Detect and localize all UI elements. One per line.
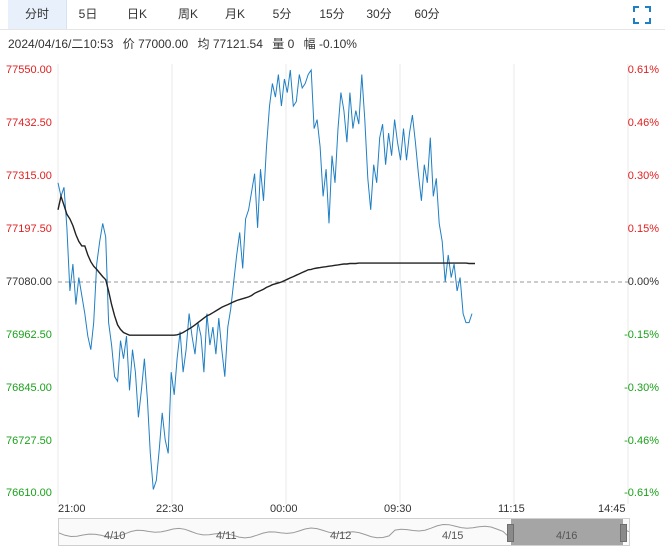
y-left-tick-label: 76727.50	[6, 435, 52, 447]
quote-price: 价 77000.00	[122, 37, 189, 51]
tab-3[interactable]: 日K	[126, 7, 147, 21]
y-right-tick-label: 0.15%	[627, 223, 659, 235]
navigator-date-label: 4/12	[330, 530, 352, 542]
x-tick-label: 22:30	[156, 503, 184, 515]
quote-volume: 量 0	[272, 37, 295, 51]
quote-change: 幅 -0.10%	[303, 37, 357, 51]
tab-1[interactable]: 分时	[8, 0, 67, 29]
y-left-tick-label: 77197.50	[6, 223, 52, 235]
tab-2[interactable]: 5日	[78, 7, 98, 21]
y-right-tick-label: 0.00%	[627, 276, 659, 288]
x-tick-label: 00:00	[270, 503, 298, 515]
period-tab-bar: 分时 5日 日K 周K 月K 5分 15分 30分 60分	[0, 0, 665, 30]
x-tick-label: 14:45	[598, 503, 626, 515]
tab-9[interactable]: 60分	[414, 7, 440, 21]
x-tick-label: 09:30	[384, 503, 412, 515]
navigator-date-label: 4/15	[442, 530, 464, 542]
y-left-tick-label: 77315.00	[6, 170, 52, 182]
y-left-tick-label: 76962.50	[6, 329, 52, 341]
y-right-tick-label: 0.30%	[627, 170, 659, 182]
navigator-selection[interactable]	[511, 519, 623, 545]
navigator-date-label: 4/11	[216, 530, 237, 542]
navigator-right-handle[interactable]	[620, 524, 627, 542]
fullscreen-icon[interactable]	[633, 6, 651, 24]
navigator-date-label: 4/10	[104, 530, 126, 542]
y-left-tick-label: 77432.50	[6, 117, 52, 129]
x-tick-label: 11:15	[498, 503, 525, 515]
y-left-tick-label: 76845.00	[6, 382, 52, 394]
tab-4[interactable]: 周K	[177, 7, 198, 21]
quote-info-bar: 2024/04/16/二10:53 价 77000.00 均 77121.54 …	[8, 35, 363, 52]
tab-6[interactable]: 5分	[272, 7, 292, 21]
x-tick-label: 21:00	[58, 503, 86, 515]
price-line	[57, 68, 473, 490]
y-left-tick-label: 77080.00	[6, 276, 52, 288]
time-navigator[interactable]	[58, 518, 630, 546]
y-right-tick-label: -0.61%	[624, 487, 659, 499]
y-left-tick-label: 77550.00	[6, 64, 52, 76]
average-line	[57, 193, 475, 336]
y-right-tick-label: 0.46%	[627, 117, 659, 129]
quote-average: 均 77121.54	[197, 37, 263, 51]
tab-8[interactable]: 30分	[366, 7, 392, 21]
y-left-tick-label: 76610.00	[6, 487, 52, 499]
quote-datetime: 2024/04/16/二10:53	[8, 37, 114, 51]
y-right-tick-label: -0.15%	[624, 329, 659, 341]
y-right-tick-label: -0.30%	[624, 382, 659, 394]
y-right-tick-label: 0.61%	[627, 64, 659, 76]
tab-5[interactable]: 月K	[224, 7, 245, 21]
navigator-left-handle[interactable]	[507, 524, 514, 542]
navigator-date-label: 4/16	[556, 530, 578, 542]
y-right-tick-label: -0.46%	[624, 435, 659, 447]
tab-7[interactable]: 15分	[319, 7, 345, 21]
